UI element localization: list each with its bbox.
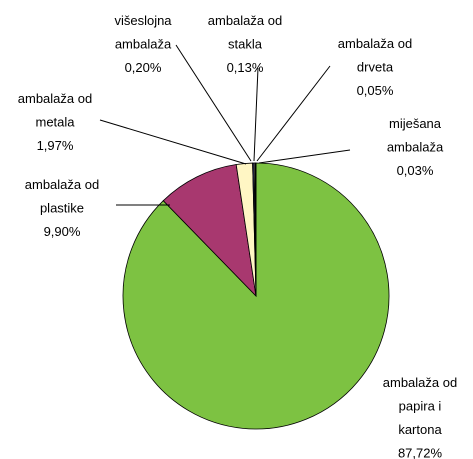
pie-slice (162, 164, 257, 298)
slice-label: ambalaža od plastike 9,90% (25, 177, 99, 239)
label-line: plastike (40, 201, 84, 216)
label-line: ambalaža od (208, 13, 282, 28)
value-label: 1,97% (37, 138, 74, 153)
leader-line (258, 149, 351, 164)
leader-line (253, 67, 259, 162)
label-line: ambalaža od (338, 36, 412, 51)
label-line: miješana (389, 116, 442, 131)
slice-label: ambalaža od stakla 0,13% (208, 13, 282, 75)
label-line: ambalaža (387, 140, 444, 155)
value-label: 9,90% (44, 224, 81, 239)
label-line: ambalaža (115, 37, 172, 52)
value-label: 0,03% (397, 163, 434, 178)
label-line: ambalaža od (25, 177, 99, 192)
leader-line (256, 65, 331, 162)
value-label: 0,05% (357, 83, 394, 98)
value-label: 0,13% (227, 60, 264, 75)
label-line: ambalaža od (383, 375, 457, 390)
slice-label: ambalaža od metala 1,97% (18, 91, 92, 153)
slice-label: ambalaža od drveta 0,05% (338, 36, 412, 98)
label-line: višeslojna (114, 13, 172, 28)
slice-label: višeslojna ambalaža 0,20% (114, 13, 172, 75)
slice-label: miješana ambalaža 0,03% (387, 116, 444, 178)
label-line: stakla (228, 37, 263, 52)
label-line: drveta (357, 60, 394, 75)
label-line: papira i (399, 399, 442, 414)
leader-line (175, 44, 252, 162)
label-line: ambalaža od (18, 91, 92, 106)
label-line: metala (35, 115, 75, 130)
label-line: kartona (398, 422, 442, 437)
leader-line (99, 119, 247, 165)
value-label: 0,20% (125, 60, 162, 75)
value-label: 87,72% (398, 446, 443, 459)
slice-label: ambalaža od papira i kartona 87,72% (383, 375, 457, 459)
